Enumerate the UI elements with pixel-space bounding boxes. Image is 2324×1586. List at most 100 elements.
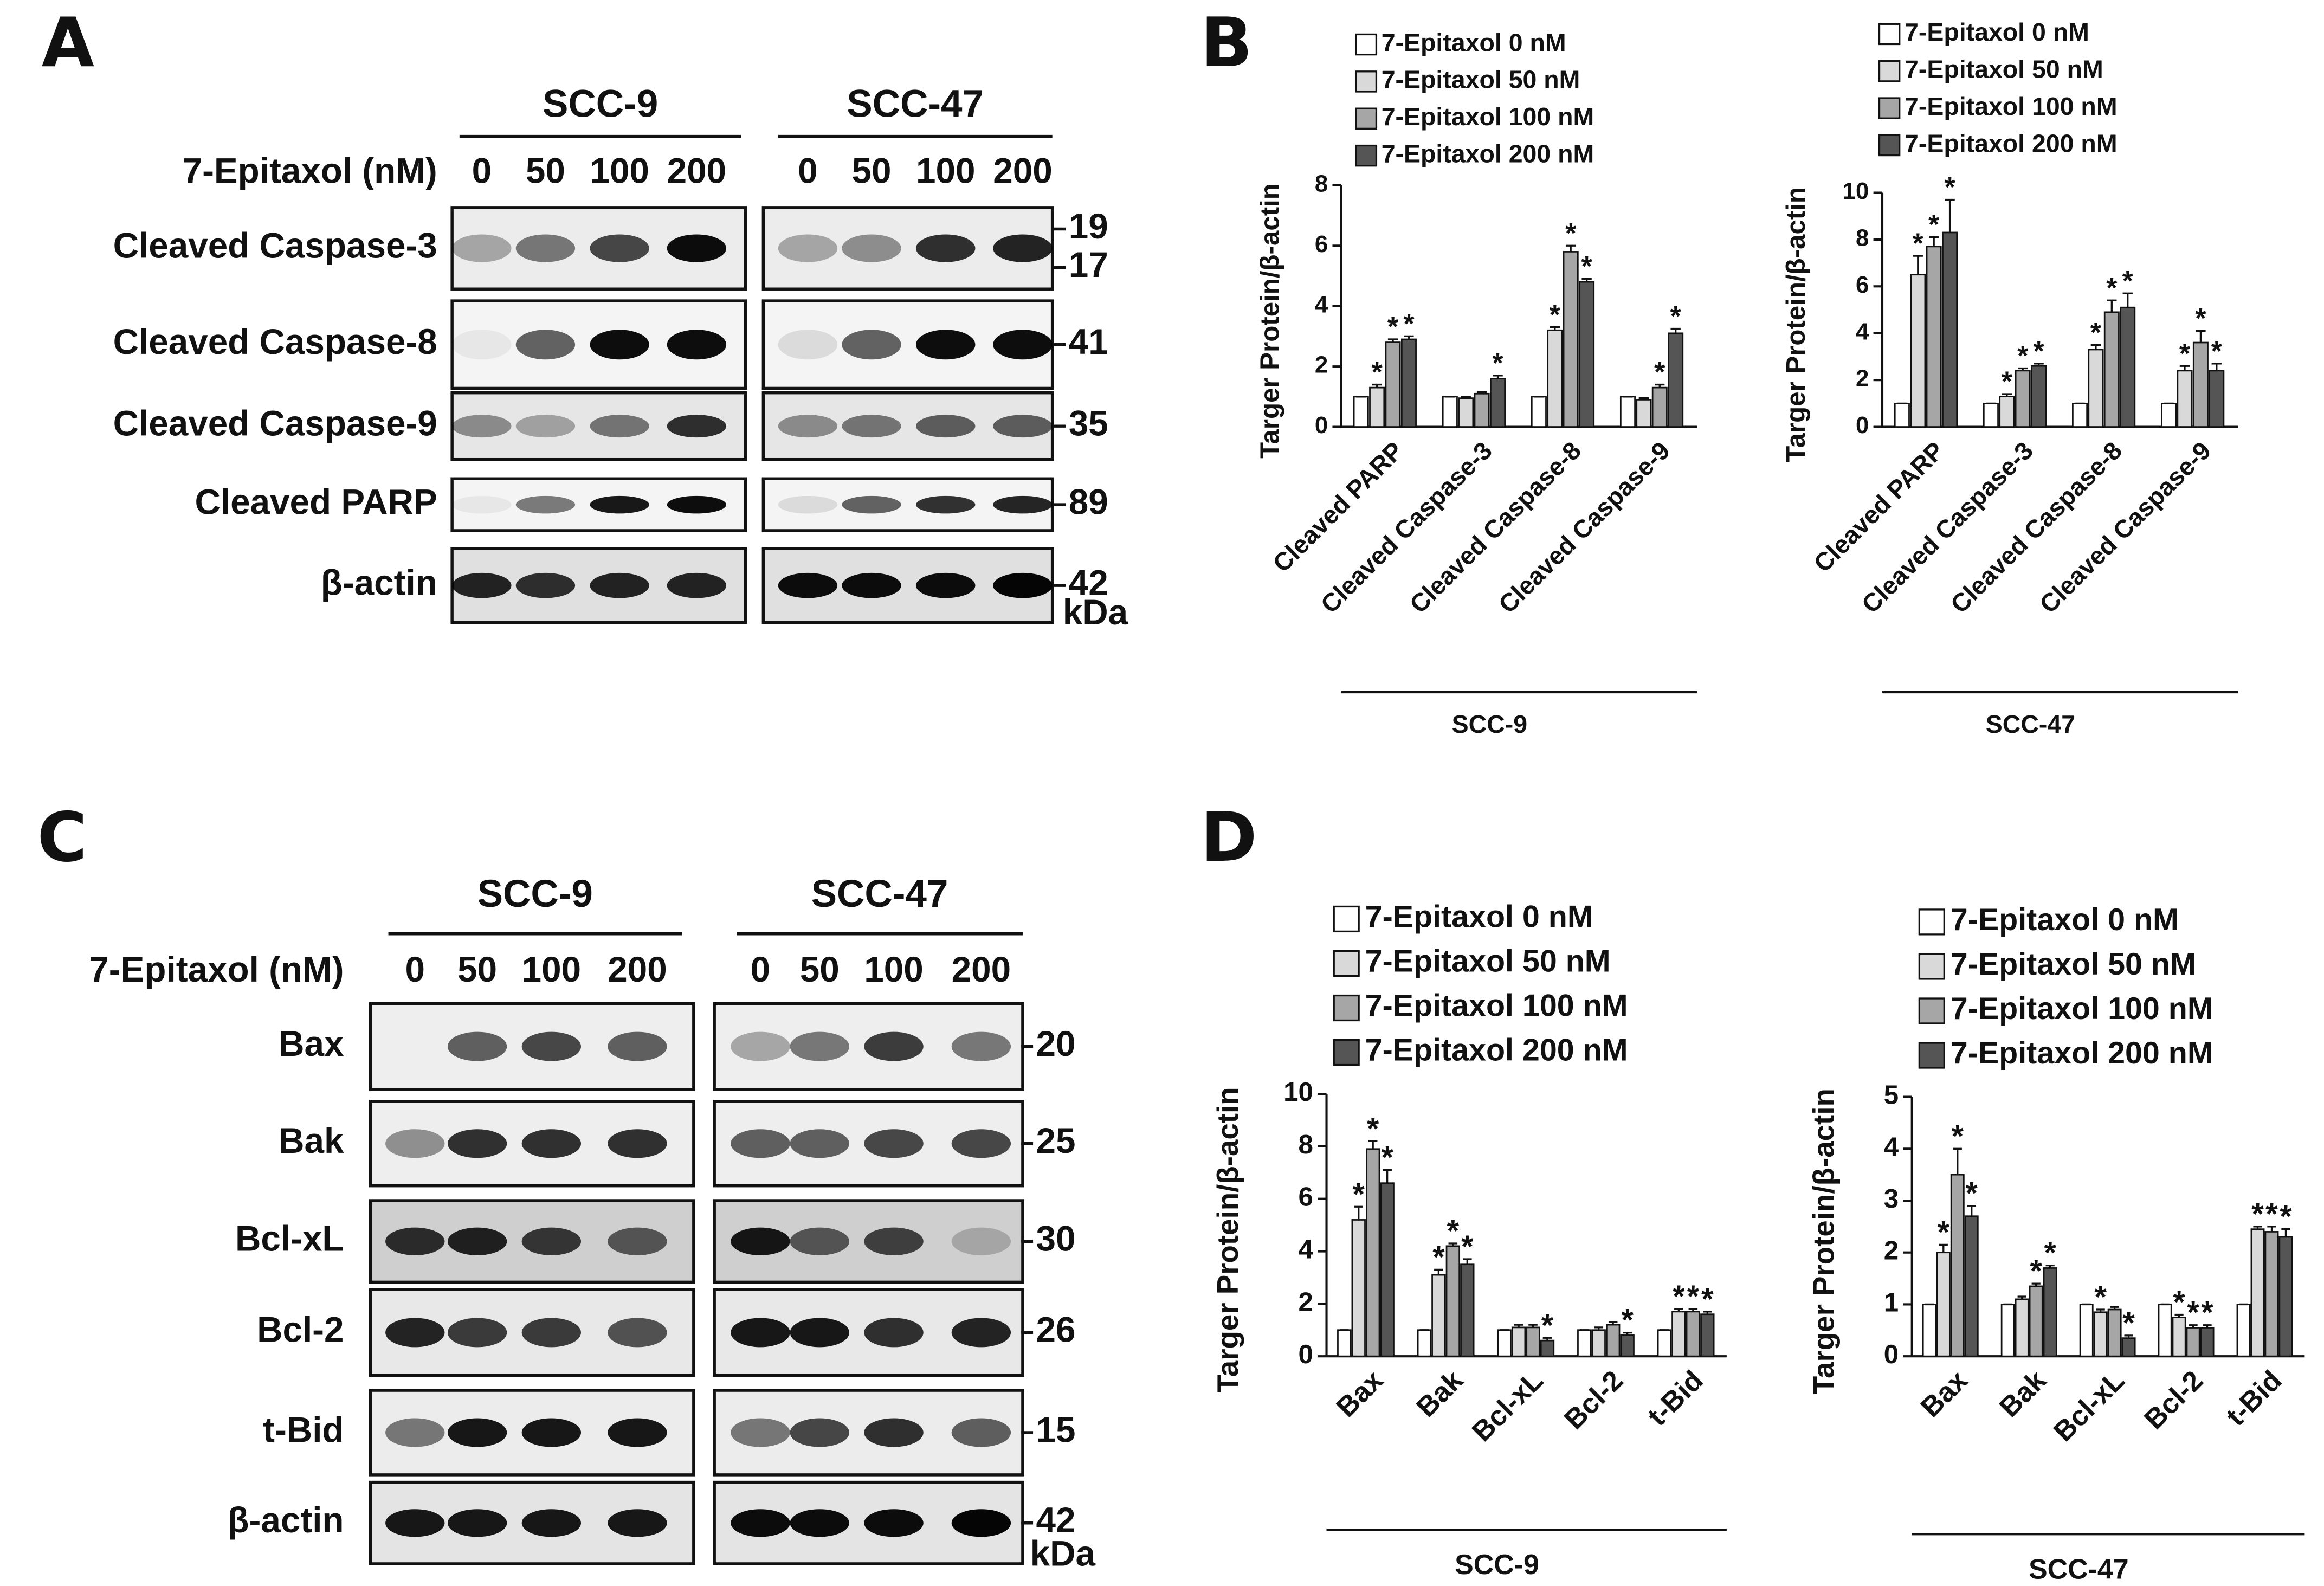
blot-band — [731, 1031, 790, 1061]
bar — [2029, 1285, 2043, 1357]
x-tick-label: Bcl-2 — [2139, 1365, 2210, 1436]
bar — [1950, 1174, 1965, 1357]
bar — [2031, 365, 2047, 428]
bar — [1511, 1326, 1526, 1357]
error-bar — [1354, 1205, 1363, 1220]
blot-band — [842, 234, 901, 262]
y-tick-label: 6 — [1856, 272, 1869, 298]
significance-star: * — [1461, 1229, 1474, 1264]
error-bar — [1387, 338, 1398, 343]
bar — [2200, 1327, 2215, 1357]
bar — [1417, 1329, 1432, 1357]
significance-star: * — [2187, 1295, 2199, 1330]
unit-label: kDa — [1063, 592, 1128, 632]
error-bar — [1493, 375, 1503, 379]
error-bar — [1674, 1308, 1683, 1312]
error-bar — [1953, 1147, 1962, 1175]
x-tick-label: Cleaved Caspase-3 — [1856, 436, 2038, 618]
error-bar — [2033, 363, 2044, 366]
y-tick-label: 4 — [1315, 291, 1328, 318]
x-tick-label: Bcl-xL — [1466, 1365, 1549, 1448]
significance-star: * — [1387, 312, 1399, 343]
bar — [1526, 1326, 1540, 1357]
legend-label: 7-Epitaxol 200 nM — [1382, 139, 1594, 167]
blot-band — [864, 1129, 924, 1158]
y-tick-label: 2 — [1315, 352, 1328, 378]
significance-star: * — [2030, 1254, 2043, 1288]
legend-swatch — [1918, 908, 1945, 936]
y-tick-label: 6 — [1299, 1182, 1313, 1212]
bar — [2079, 1304, 2094, 1357]
legend-label: 7-Epitaxol 200 nM — [1365, 1033, 1628, 1068]
error-bar — [2124, 1334, 2133, 1338]
bar — [1686, 1311, 1701, 1357]
x-tick-label: Cleaved Caspase-8 — [1945, 436, 2127, 618]
significance-star: * — [1353, 1177, 1365, 1211]
error-bar — [2045, 1265, 2055, 1268]
y-tick-label: 1 — [1884, 1287, 1899, 1317]
blot-band — [916, 495, 976, 514]
bar — [1983, 402, 1999, 428]
legend-swatch — [1333, 1039, 1360, 1066]
blot-band — [447, 1031, 507, 1061]
bar — [2107, 1308, 2122, 1357]
blot-band — [993, 572, 1053, 598]
dose-label: 0 — [751, 950, 771, 989]
blot-band — [951, 1129, 1011, 1158]
size-marker: 25 — [1036, 1121, 1076, 1161]
bar — [1337, 1329, 1352, 1357]
bar — [2250, 1228, 2265, 1357]
blot-band — [993, 234, 1053, 262]
blot-band — [951, 1031, 1011, 1061]
legend-label: 7-Epitaxol 100 nM — [1951, 991, 2213, 1026]
blot-band — [951, 1227, 1011, 1255]
legend-swatch — [1355, 107, 1378, 130]
error-bar — [2018, 367, 2028, 371]
blot-band — [515, 330, 576, 360]
error-bar — [1945, 198, 1955, 233]
blot-band — [667, 495, 727, 514]
error-bar — [1928, 236, 1939, 247]
x-tick-label: Bcl-xL — [2048, 1365, 2131, 1448]
blot-band — [790, 1418, 850, 1447]
bar — [1606, 1324, 1621, 1357]
blot-band — [515, 572, 576, 598]
y-tick-label: 3 — [1884, 1184, 1899, 1214]
y-tick-label: 10 — [1843, 178, 1869, 204]
size-marker: 19 — [1069, 207, 1108, 246]
significance-star: * — [2044, 1236, 2056, 1271]
blot-band — [521, 1031, 582, 1061]
blot-band — [385, 1129, 445, 1158]
x-tick-label: Bcl-2 — [1558, 1365, 1629, 1436]
bar — [1563, 251, 1579, 428]
x-tick-label: Bak — [1993, 1365, 2052, 1423]
bar — [1540, 1339, 1555, 1357]
error-bar — [1670, 327, 1681, 333]
x-axis-title: SCC-9 — [1452, 710, 1527, 738]
blot-band — [452, 234, 512, 262]
blot-band — [515, 234, 576, 262]
blot-band — [790, 1227, 850, 1255]
legend-swatch — [1355, 33, 1378, 56]
y-tick-label: 0 — [1884, 1339, 1899, 1369]
significance-star: * — [1670, 301, 1682, 332]
blot-row-label: β-actin — [227, 1500, 344, 1540]
x-tick-label: Cleaved Caspase-9 — [2034, 436, 2216, 618]
error-bar — [1463, 1258, 1472, 1265]
significance-star: * — [1928, 209, 1940, 241]
legend-label: 7-Epitaxol 100 nM — [1905, 92, 2118, 120]
blot-band — [778, 330, 838, 360]
bar — [1910, 274, 1926, 428]
error-bar — [2110, 1306, 2119, 1310]
blot-band — [916, 415, 976, 438]
significance-star: * — [1541, 1308, 1554, 1343]
error-bar — [1688, 1308, 1698, 1312]
y-tick-label: 0 — [1315, 412, 1328, 439]
bar — [1936, 1252, 1951, 1357]
blot-band — [590, 495, 649, 514]
size-marker: 89 — [1069, 482, 1108, 521]
bar — [1442, 396, 1458, 428]
significance-star: * — [1938, 1215, 1950, 1249]
blot-band — [590, 572, 649, 598]
